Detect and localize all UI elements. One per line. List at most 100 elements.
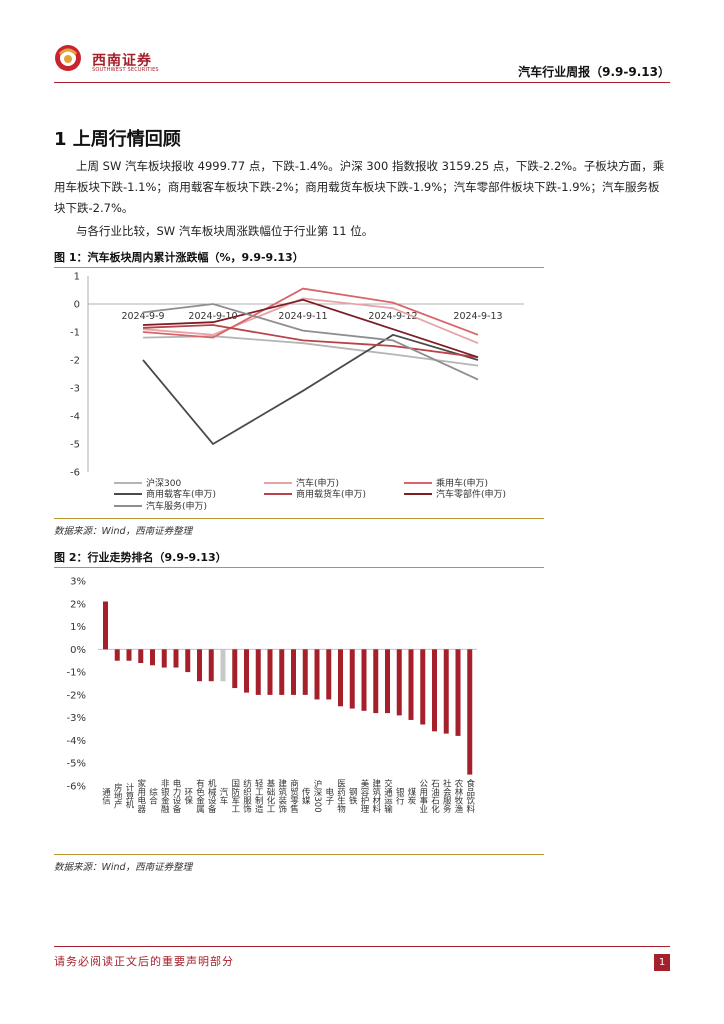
x-tick-label: 交通运输 (383, 778, 393, 814)
x-tick-label: 社会服务 (441, 778, 451, 814)
figure1-title: 图 1：汽车板块周内累计涨跌幅（%，9.9-9.13） (54, 251, 304, 264)
x-tick-label: 传媒 (300, 787, 310, 806)
y-tick-label: 0 (74, 300, 80, 311)
figure2-top-rule (54, 567, 544, 568)
y-tick-label: 1 (74, 272, 80, 283)
series-line (142, 287, 479, 339)
x-tick-label: 2024-9-11 (278, 311, 327, 322)
x-tick-label: 2024-9-12 (368, 311, 417, 322)
x-tick-label: 医药生物 (336, 779, 346, 814)
x-tick-label: 商贸零售 (289, 778, 299, 814)
line-chart: 1 0 -1 -2 -3 -4 -5 -6 2024-9-9 2024-9-10 2024-9-11… (70, 272, 524, 512)
bar (420, 649, 426, 725)
bar (443, 649, 449, 734)
legend-label: 商用载客车(申万) (146, 488, 216, 500)
x-tick-label: 轻工制造 (253, 778, 263, 814)
y-tick-label: -1 (70, 328, 80, 339)
y-tick-label: 3% (70, 577, 86, 588)
bar (349, 649, 355, 709)
bar (161, 649, 167, 668)
x-tick-label: 环保 (183, 788, 193, 806)
bar (302, 649, 308, 695)
figure1-top-rule (54, 267, 544, 268)
brand-name: 西南证券 (92, 53, 152, 69)
bar (173, 649, 179, 668)
bar (185, 649, 191, 673)
bar (267, 649, 273, 695)
legend-label: 商用载货车(申万) (296, 488, 366, 500)
x-tick-label: 汽车 (218, 787, 228, 806)
x-tick-label: 钢铁 (347, 787, 357, 806)
bar (326, 649, 332, 700)
x-tick-label: 公用事业 (418, 779, 428, 813)
bar (373, 649, 379, 714)
y-tick-label: -6 (70, 468, 80, 479)
bar (126, 649, 132, 661)
legend-label: 乘用车(申万) (436, 477, 488, 489)
x-tick-label: 建筑装饰 (277, 778, 287, 814)
report-title: 汽车行业周报（9.9-9.13） (518, 65, 670, 79)
series-line (142, 303, 479, 381)
bar (208, 649, 214, 682)
footer-divider (54, 946, 670, 947)
y-tick-label: -4 (70, 412, 80, 423)
x-tick-label: 基础化工 (265, 778, 275, 813)
bar (220, 649, 226, 682)
x-tick-label: 机械设备 (206, 778, 216, 814)
series-line (142, 333, 479, 446)
series-line (142, 335, 479, 367)
x-tick-label: 计算机 (124, 783, 134, 810)
bar (361, 649, 367, 711)
bar (338, 649, 343, 707)
x-tick-label: 家用电器 (136, 778, 146, 814)
x-tick-label: 2024-9-9 (121, 311, 164, 322)
footer-disclaimer: 请务必阅读正文后的重要声明部分 (54, 955, 234, 968)
x-tick-label: 煤炭 (406, 787, 416, 806)
figure1-bottom-rule (54, 518, 544, 519)
bar (150, 649, 155, 666)
x-tick-label: 房地产 (112, 783, 122, 810)
paragraph-market-review: 上周 SW 汽车板块报收 4999.77 点，下跌-1.4%。沪深 300 指数… (54, 159, 665, 215)
bar (432, 649, 437, 732)
legend-label: 汽车(申万) (296, 477, 339, 489)
series-line (142, 324, 479, 359)
bar-chart: 3% 2% 1% 0% -1% -2% -3% -4% -5% -6% 通信 房地产 计算机 家用电器 综合… (67, 577, 477, 814)
x-tick-label: 2024-9-10 (188, 311, 237, 322)
header-divider (54, 82, 670, 83)
y-tick-label: -5 (70, 440, 80, 451)
paragraph-industry-compare: 与各行业比较，SW 汽车板块周涨跌幅位于行业第 11 位。 (76, 224, 374, 238)
y-tick-label: -1% (67, 668, 86, 679)
x-tick-label: 电力设备 (171, 778, 181, 814)
bar (232, 649, 238, 689)
bar (197, 649, 202, 682)
x-tick-label: 非银金融 (159, 778, 169, 814)
page-number: 1 (654, 954, 670, 971)
y-tick-label: -6% (67, 782, 86, 793)
bar (385, 649, 390, 714)
bar (103, 601, 108, 650)
bar (279, 649, 285, 695)
bar (138, 649, 144, 663)
bar (396, 649, 402, 716)
x-tick-label: 通信 (101, 787, 111, 806)
y-tick-label: -3% (67, 713, 86, 724)
bar (455, 649, 461, 736)
y-tick-label: 0% (70, 645, 86, 656)
x-tick-label: 食品饮料 (465, 778, 475, 814)
bar (291, 649, 296, 695)
bar (314, 649, 320, 700)
x-tick-label: 国防军工 (230, 779, 240, 813)
figure2-bottom-rule (54, 854, 544, 855)
figure2-title: 图 2：行业走势排名（9.9-9.13） (54, 551, 227, 564)
bar (255, 649, 261, 695)
y-tick-label: -2 (70, 356, 80, 367)
x-tick-label: 农林牧渔 (453, 778, 463, 813)
x-tick-label: 2024-9-13 (453, 311, 502, 322)
series-line (142, 297, 479, 345)
x-tick-label: 电子 (324, 787, 334, 805)
legend-label: 汽车服务(申万) (146, 500, 207, 512)
y-tick-label: 2% (70, 599, 86, 610)
x-tick-label: 美容护理 (359, 778, 369, 813)
x-tick-label: 有色金属 (195, 778, 205, 814)
y-tick-label: -4% (67, 736, 86, 747)
